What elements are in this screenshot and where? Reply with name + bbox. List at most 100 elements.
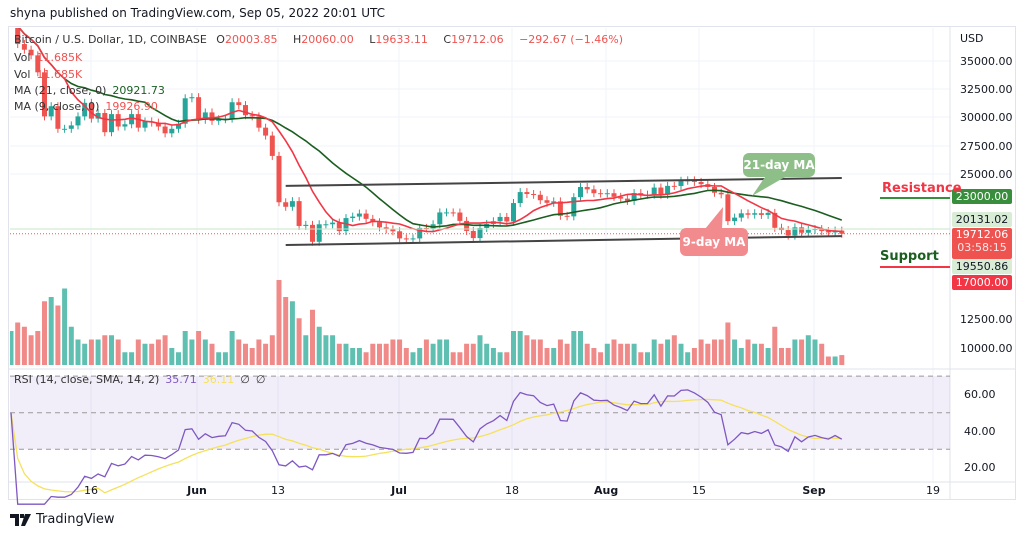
- ma9-label[interactable]: MA (9, close, 0): [14, 100, 100, 113]
- rsi-label[interactable]: RSI (14, close, SMA, 14, 2): [14, 373, 160, 386]
- volume-bar: [28, 335, 34, 365]
- symbol-name[interactable]: Bitcoin / U.S. Dollar, 1D, COINBASE: [14, 33, 207, 46]
- volume-bar: [62, 288, 68, 365]
- ma9-callout[interactable]: 9-day MA: [680, 228, 748, 256]
- candle-body: [511, 203, 516, 222]
- volume-bar: [363, 352, 369, 365]
- price-tick: 35000.00: [960, 55, 1013, 68]
- candle-body: [269, 135, 275, 156]
- candle-body: [283, 202, 289, 207]
- support-label[interactable]: Support: [880, 249, 939, 264]
- candle-body: [658, 187, 664, 195]
- rsi-tick: 20.00: [964, 461, 996, 474]
- volume-bar: [403, 348, 409, 365]
- volume-bar: [75, 339, 81, 365]
- ma21-label[interactable]: MA (21, close, 0): [14, 84, 107, 97]
- candle-body: [62, 128, 68, 130]
- candle-body: [671, 185, 677, 187]
- candle-body: [330, 222, 336, 225]
- volume-bar: [705, 343, 711, 365]
- candle-body: [765, 212, 771, 215]
- time-tick: Jun: [187, 484, 207, 497]
- volume-bar: [477, 335, 483, 365]
- volume-bar: [470, 343, 476, 365]
- volume-bar: [115, 339, 121, 365]
- low-value: 19633.11: [375, 33, 428, 46]
- volume-legend-2: Vol 11.685K: [14, 68, 88, 81]
- volume-bar: [95, 339, 101, 365]
- ma21-callout[interactable]: 21-day MA: [743, 153, 815, 177]
- volume-bar: [631, 343, 637, 365]
- candle-body: [812, 229, 818, 231]
- candle-body: [9, 1, 14, 8]
- candle-body: [537, 194, 543, 201]
- volume-bar: [330, 335, 336, 365]
- volume-legend-1: Vol 11.685K: [14, 51, 88, 64]
- candle-body: [651, 187, 657, 195]
- volume-bar: [658, 343, 664, 365]
- candle-body: [142, 121, 148, 128]
- candle-body: [591, 189, 597, 194]
- volume-bar: [343, 343, 349, 365]
- candle-body: [316, 224, 322, 242]
- volume-bar: [303, 335, 309, 365]
- candle-body: [792, 227, 798, 236]
- high-label: H: [292, 33, 302, 46]
- volume-bar: [10, 331, 14, 365]
- symbol-legend: Bitcoin / U.S. Dollar, 1D, COINBASE O200…: [14, 33, 629, 46]
- volume-bar: [42, 301, 47, 365]
- volume-bar: [35, 331, 41, 365]
- candle-body: [738, 213, 744, 218]
- candle-body: [745, 213, 751, 215]
- candle-body: [35, 55, 41, 73]
- candle-body: [825, 231, 831, 233]
- tradingview-logo[interactable]: TradingView: [10, 512, 115, 527]
- candle-body: [564, 215, 570, 217]
- candle-body: [531, 194, 537, 196]
- candle-body: [182, 98, 188, 124]
- volume-bar: [685, 352, 691, 365]
- volume-bar: [718, 339, 724, 365]
- publish-caption: shyna published on TradingView.com, Sep …: [10, 6, 386, 20]
- candle-body: [209, 112, 215, 121]
- volume-bar: [82, 343, 88, 365]
- candle-body: [839, 230, 845, 234]
- time-tick: Sep: [802, 484, 826, 497]
- candle-body: [638, 193, 644, 195]
- candle-body: [28, 49, 34, 56]
- volume-bar: [665, 339, 671, 365]
- volume-bar: [437, 339, 443, 365]
- volume-bar: [564, 343, 570, 365]
- volume-bar: [799, 339, 805, 365]
- candle-body: [202, 112, 208, 120]
- volume-bar: [236, 339, 242, 365]
- candle-body: [82, 102, 88, 117]
- candle-body: [598, 193, 604, 195]
- volume-bar: [283, 297, 289, 365]
- ma9-price-tag: 19550.86: [952, 259, 1012, 274]
- candle-body: [48, 106, 54, 117]
- change-value: −292.67 (−1.46%): [519, 33, 624, 46]
- chart-frame[interactable]: [8, 26, 1016, 500]
- volume-bar: [316, 326, 322, 365]
- volume-bar: [135, 339, 141, 365]
- candle-body: [437, 212, 443, 225]
- volume-bar: [765, 348, 771, 365]
- volume-bar: [624, 343, 630, 365]
- volume-bar: [276, 280, 282, 365]
- high-value: 20060.00: [301, 33, 354, 46]
- vol-label: Vol: [14, 51, 31, 64]
- candle-body: [129, 114, 135, 125]
- volume-bar: [557, 339, 563, 365]
- close-value: 19712.06: [451, 33, 504, 46]
- candle-body: [497, 216, 503, 222]
- price-tick: 25000.00: [960, 168, 1013, 181]
- candle-body: [397, 231, 403, 239]
- na-value: ∅: [240, 373, 250, 386]
- time-tick: 19: [926, 484, 940, 497]
- resistance-label[interactable]: Resistance: [882, 181, 962, 196]
- volume-bar: [48, 297, 54, 365]
- candle-body: [88, 102, 94, 119]
- volume-bar: [430, 343, 436, 365]
